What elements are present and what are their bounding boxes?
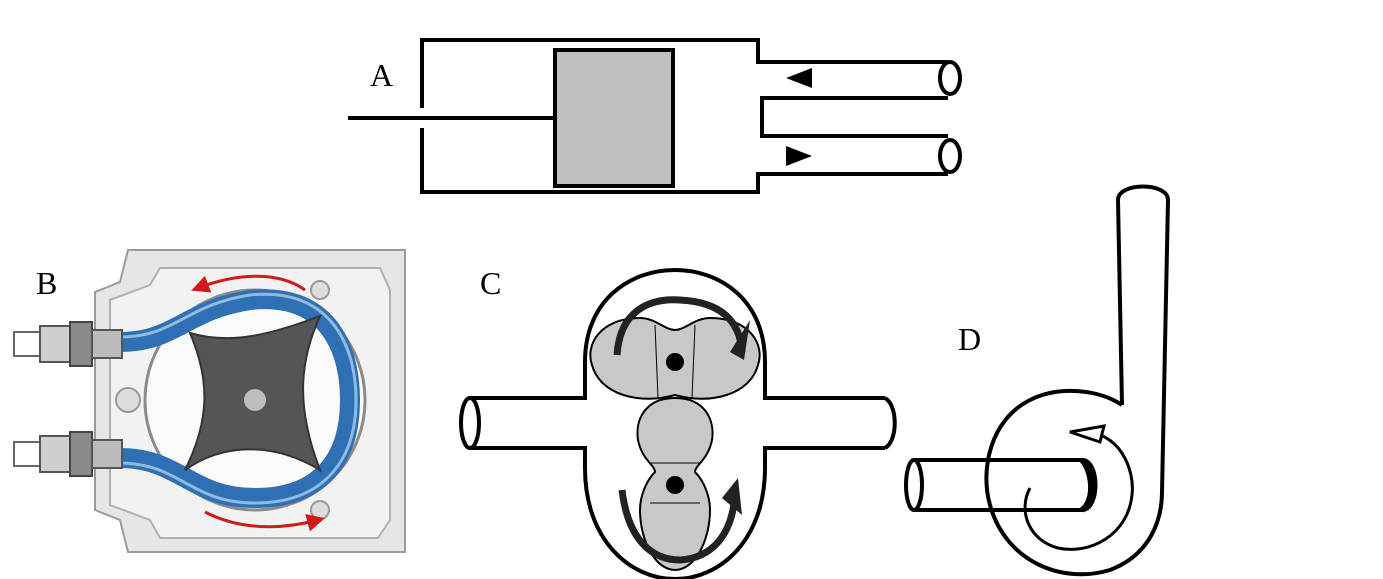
upper-lobe-rotation-icon <box>613 296 746 356</box>
mount-screw-top <box>310 280 330 300</box>
lower-lobe-shaft <box>666 476 684 494</box>
pump-tube-highlight <box>119 292 358 505</box>
lower-lobe <box>618 396 742 572</box>
pump-tube <box>119 289 361 509</box>
inflow-arrow-icon <box>786 68 812 88</box>
upper-lobe <box>589 296 761 400</box>
suction-pipe-end <box>904 458 924 512</box>
inlet-fitting <box>13 321 123 367</box>
rotation-arrow-top-icon <box>191 274 306 293</box>
panel-d-label: D <box>958 321 981 357</box>
outlet-fitting <box>13 431 123 477</box>
panel-c-label: C <box>480 265 501 301</box>
impeller-swirl <box>1023 430 1134 551</box>
inlet-port-end <box>938 60 962 96</box>
lobe-casing <box>470 267 885 579</box>
lower-lobe-rotation-icon <box>618 489 739 564</box>
suction-pipe <box>914 458 1098 512</box>
outlet-port-end <box>938 138 962 174</box>
mount-screw-left <box>115 387 141 413</box>
rotor-hub <box>244 389 266 411</box>
panel-a: A <box>348 38 962 194</box>
panel-c: C <box>459 265 897 579</box>
panel-b-label: B <box>36 265 57 301</box>
volute-casing <box>984 184 1170 577</box>
outflow-arrow-icon <box>786 146 812 166</box>
panel-a-label: A <box>370 57 393 93</box>
outlet-pipe-end <box>883 396 897 450</box>
panel-b: B <box>13 249 406 553</box>
piston-cylinder <box>420 38 948 194</box>
upper-lobe-shaft <box>666 353 684 371</box>
panel-d: D <box>904 184 1170 577</box>
flow-direction-icon <box>1069 424 1107 444</box>
inlet-pipe-end <box>459 396 481 450</box>
suction-pipe-eye <box>1079 457 1094 513</box>
mount-screw-bottom <box>310 500 330 520</box>
rotation-arrow-bottom-icon <box>204 510 325 532</box>
piston-head <box>553 48 675 188</box>
